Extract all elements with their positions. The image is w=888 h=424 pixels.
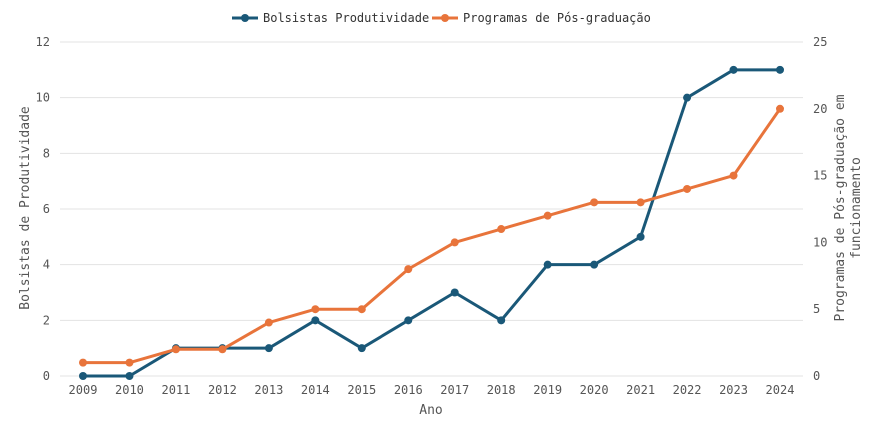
x-tick-label: 2023 xyxy=(719,383,748,397)
y-right-tick-label: 20 xyxy=(813,102,827,116)
data-point[interactable] xyxy=(311,305,320,314)
data-point[interactable] xyxy=(218,345,227,354)
y-right-tick-label: 0 xyxy=(813,369,820,383)
left-axis-ticks: 0 2 4 6 8 10 12 xyxy=(36,35,50,383)
x-tick-label: 2015 xyxy=(347,383,376,397)
legend-item-programas[interactable]: Programas de Pós-graduação xyxy=(432,11,651,25)
data-point[interactable] xyxy=(776,65,784,74)
series xyxy=(79,65,784,380)
y-left-tick-label: 2 xyxy=(43,313,50,327)
data-point[interactable] xyxy=(450,288,459,297)
data-point[interactable] xyxy=(404,265,413,274)
x-tick-label: 2016 xyxy=(394,383,423,397)
legend-marker-programas xyxy=(441,14,449,22)
data-point[interactable] xyxy=(79,358,87,367)
series-line xyxy=(83,107,782,365)
series-bolsistas xyxy=(79,65,784,380)
y-axis-right-title-line-2: funcionamento xyxy=(849,157,864,259)
data-point[interactable] xyxy=(450,238,459,247)
data-point[interactable] xyxy=(264,344,273,353)
x-tick-label: 2018 xyxy=(487,383,516,397)
data-point[interactable] xyxy=(636,198,645,207)
data-point[interactable] xyxy=(543,260,552,269)
data-point[interactable] xyxy=(590,198,599,207)
series-programas xyxy=(79,104,784,367)
y-left-tick-label: 6 xyxy=(43,202,50,216)
data-point[interactable] xyxy=(79,372,87,380)
data-point[interactable] xyxy=(497,225,506,234)
x-axis-ticks: 2009 2010 2011 2012 2013 2014 2015 2016 2017 2018… xyxy=(69,383,795,397)
y-right-tick-label: 10 xyxy=(813,235,827,249)
data-point[interactable] xyxy=(404,316,413,325)
x-tick-label: 2020 xyxy=(580,383,609,397)
x-tick-label: 2024 xyxy=(766,383,795,397)
y-axis-left-title: Bolsistas de Produtividade xyxy=(18,106,33,310)
data-point[interactable] xyxy=(590,260,599,269)
data-point[interactable] xyxy=(357,344,366,353)
x-axis-title: Ano xyxy=(419,403,442,418)
legend-label-bolsistas: Bolsistas Produtividade xyxy=(263,11,429,25)
y-right-tick-label: 15 xyxy=(813,169,827,183)
data-point[interactable] xyxy=(171,345,180,354)
x-tick-label: 2019 xyxy=(533,383,562,397)
x-tick-label: 2021 xyxy=(626,383,655,397)
data-point[interactable] xyxy=(729,65,738,74)
y-left-tick-label: 8 xyxy=(43,146,50,160)
data-point[interactable] xyxy=(543,211,552,220)
y-left-tick-label: 12 xyxy=(36,35,50,49)
legend-item-bolsistas[interactable]: Bolsistas Produtividade xyxy=(232,11,429,25)
y-left-tick-label: 4 xyxy=(43,258,50,272)
legend: Bolsistas Produtividade Programas de Pós… xyxy=(232,11,651,25)
legend-label-programas: Programas de Pós-graduação xyxy=(463,11,651,25)
data-point[interactable] xyxy=(683,184,692,193)
x-tick-label: 2022 xyxy=(673,383,702,397)
y-right-tick-label: 25 xyxy=(813,35,827,49)
x-tick-label: 2014 xyxy=(301,383,330,397)
x-tick-label: 2010 xyxy=(115,383,144,397)
x-tick-label: 2009 xyxy=(69,383,98,397)
x-tick-label: 2013 xyxy=(254,383,283,397)
series-line xyxy=(83,68,780,378)
data-point[interactable] xyxy=(125,372,134,380)
data-point[interactable] xyxy=(357,305,366,314)
data-point[interactable] xyxy=(729,171,738,180)
data-point[interactable] xyxy=(776,104,784,113)
y-left-tick-label: 0 xyxy=(43,369,50,383)
legend-marker-bolsistas xyxy=(241,14,249,22)
data-point[interactable] xyxy=(311,316,320,325)
y-axis-right-title-line-1: Programas de Pós-graduação em xyxy=(833,94,848,321)
data-point[interactable] xyxy=(125,358,134,367)
data-point[interactable] xyxy=(683,93,692,102)
x-tick-label: 2012 xyxy=(208,383,237,397)
data-point[interactable] xyxy=(636,232,645,241)
y-left-tick-label: 10 xyxy=(36,91,50,105)
data-point[interactable] xyxy=(264,318,273,327)
data-point[interactable] xyxy=(497,316,506,325)
y-right-tick-label: 5 xyxy=(813,302,820,316)
gridlines xyxy=(60,41,803,377)
right-axis-ticks: 0 5 10 15 20 25 xyxy=(813,35,827,383)
x-tick-label: 2011 xyxy=(161,383,190,397)
x-tick-label: 2017 xyxy=(440,383,469,397)
